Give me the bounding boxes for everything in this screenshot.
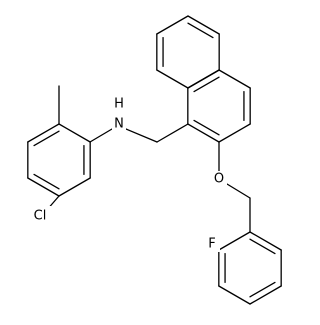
- bond: [218, 123, 251, 143]
- bond: [187, 69, 220, 89]
- bond: [33, 130, 60, 147]
- bond: [156, 69, 189, 89]
- label-bg: [211, 171, 227, 187]
- atom-label: N: [114, 117, 124, 132]
- bond: [33, 173, 60, 190]
- bond: [249, 238, 276, 255]
- label-bg: [112, 95, 126, 135]
- bond: [156, 15, 189, 35]
- bond: [249, 231, 282, 251]
- bond: [187, 123, 220, 143]
- label-bg: [204, 236, 220, 252]
- label-bg: [29, 206, 51, 224]
- bonds: [27, 15, 282, 305]
- bond: [58, 123, 91, 143]
- bond: [27, 123, 60, 143]
- bond: [193, 119, 220, 136]
- bond: [218, 69, 251, 89]
- bond: [193, 76, 220, 93]
- atom-label: O: [214, 172, 224, 187]
- bond: [187, 22, 214, 39]
- bond: [249, 285, 282, 305]
- bond: [27, 177, 60, 197]
- atom-label: Cl: [34, 209, 47, 224]
- bond: [249, 281, 276, 298]
- atom-labels: Cl H N O F: [29, 95, 227, 252]
- bond: [187, 15, 220, 35]
- atom-label: F: [208, 237, 215, 252]
- molecule-diagram: Cl H N O F: [27, 15, 282, 305]
- bond: [125, 128, 158, 143]
- bond: [58, 177, 91, 197]
- bond: [218, 231, 251, 251]
- bond: [218, 285, 251, 305]
- bond: [226, 183, 251, 199]
- bond: [156, 123, 189, 143]
- atom-label: H: [114, 97, 124, 112]
- bond: [89, 128, 113, 143]
